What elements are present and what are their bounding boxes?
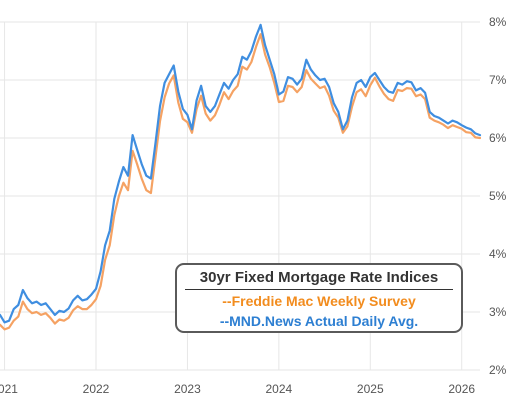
legend-entry-freddie-mac: --Freddie Mac Weekly Survey [222, 293, 416, 309]
y-tick-label: 7% [489, 73, 507, 87]
y-tick-label: 5% [489, 189, 507, 203]
x-tick-label: 2021 [0, 382, 18, 396]
chart-legend: 30yr Fixed Mortgage Rate Indices --Fredd… [175, 263, 463, 333]
x-tick-label: 2026 [448, 382, 475, 396]
y-axis: 2% 3% 4% 5% 6% 7% 8% [489, 15, 507, 377]
x-tick-label: 2025 [357, 382, 384, 396]
chart-title: 30yr Fixed Mortgage Rate Indices [199, 269, 439, 286]
legend-divider [185, 289, 453, 290]
y-tick-label: 4% [489, 247, 507, 261]
mnd-news-line [0, 23, 482, 324]
x-tick-label: 2022 [83, 382, 110, 396]
freddie-mac-line [0, 33, 482, 331]
x-tick-label: 2023 [174, 382, 201, 396]
series-lines [0, 23, 482, 331]
y-tick-label: 2% [489, 363, 507, 377]
x-tick-label: 2024 [266, 382, 293, 396]
legend-entry-mnd-news: --MND.News Actual Daily Avg. [219, 313, 419, 329]
y-tick-label: 3% [489, 305, 507, 319]
x-axis: 2021 2022 2023 2024 2025 2026 [0, 382, 475, 396]
y-tick-label: 8% [489, 15, 507, 29]
y-tick-label: 6% [489, 131, 507, 145]
